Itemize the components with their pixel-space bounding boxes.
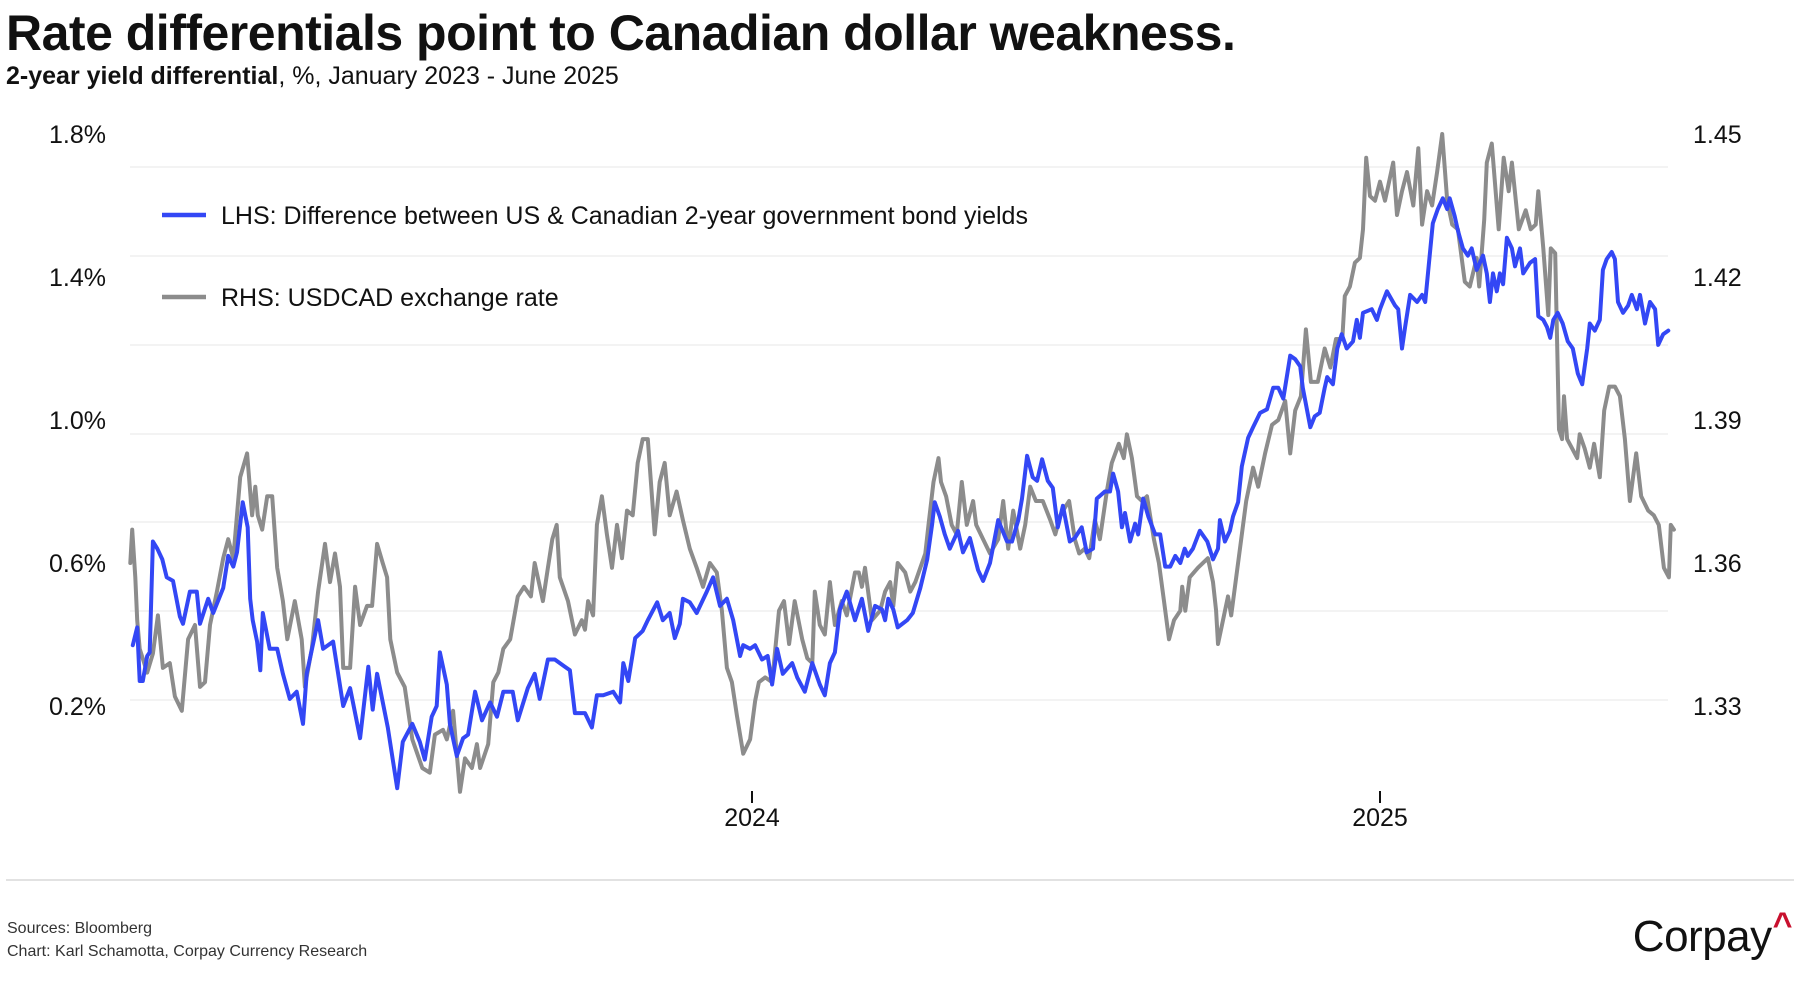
line-chart: 1.8% 1.4% 1.0% 0.6% 0.2% 1.45 1.42 1.39 1.36 1.3… [49,121,1742,832]
subtitle-rest: , %, January 2023 - June 2025 [278,62,619,90]
x-tick-label: 2025 [1352,804,1408,832]
left-tick-label: 0.6% [49,550,106,578]
x-tick-label: 2024 [724,804,780,832]
logo-text: Corpay [1632,912,1772,961]
logo-caret-icon: ^ [1772,906,1793,944]
right-tick-label: 1.36 [1693,550,1742,578]
x-axis-ticks: 2024 2025 [724,791,1408,832]
left-tick-label: 0.2% [49,693,106,721]
subtitle-bold: 2-year yield differential [6,62,279,90]
series-lines [128,132,1676,794]
credit-text: Chart: Karl Schamotta, Corpay Currency R… [7,943,368,960]
footer-divider [6,879,1794,881]
right-axis-ticks: 1.45 1.42 1.39 1.36 1.33 [1693,121,1742,721]
right-tick-label: 1.45 [1693,121,1742,149]
chart-title: Rate differentials point to Canadian dol… [6,5,1236,61]
left-axis-ticks: 1.8% 1.4% 1.0% 0.6% 0.2% [49,121,106,721]
left-tick-label: 1.8% [49,121,106,149]
legend-label-lhs: LHS: Difference between US & Canadian 2-… [221,202,1028,230]
usdcad-line [128,132,1676,794]
legend: LHS: Difference between US & Canadian 2-… [162,202,1028,312]
left-tick-label: 1.4% [49,264,106,292]
corpay-logo: Corpay^ [1632,906,1793,962]
chart-subtitle: 2-year yield differential, %, January 20… [6,62,619,91]
legend-label-rhs: RHS: USDCAD exchange rate [221,284,559,312]
right-tick-label: 1.33 [1693,693,1742,721]
right-tick-label: 1.42 [1693,264,1742,292]
gridlines [130,166,1668,701]
yield-differential-line [130,196,1671,791]
left-tick-label: 1.0% [49,407,106,435]
footer: Sources: Bloomberg Chart: Karl Schamotta… [7,917,367,963]
sources-text: Sources: Bloomberg [7,920,152,937]
right-tick-label: 1.39 [1693,407,1742,435]
